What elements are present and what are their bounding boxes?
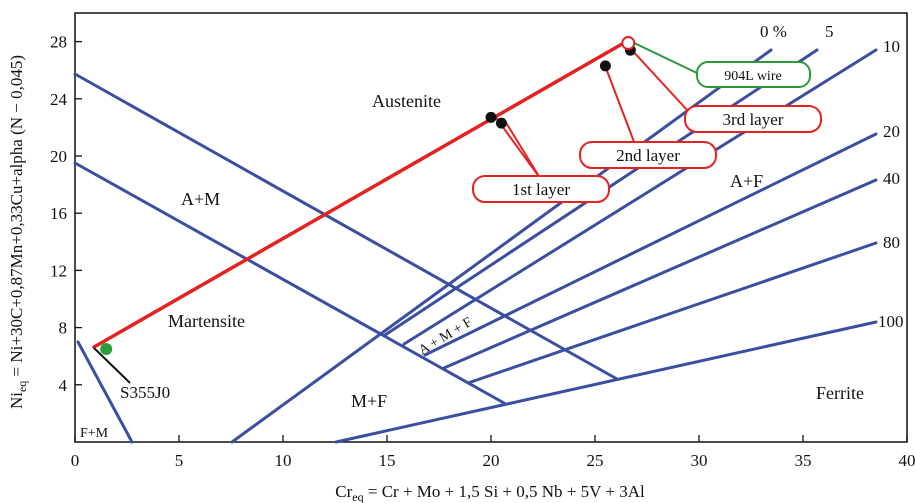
callout-layer1-box (472, 175, 610, 203)
x-tick-label: 40 (899, 451, 915, 470)
region-fm: F+M (80, 426, 109, 441)
callout-base-label: S355J0 (120, 383, 170, 402)
x-tick-label: 30 (691, 451, 708, 470)
ferrite-pct-20: 20 (883, 122, 900, 141)
region-amf: A + M + F (416, 315, 475, 359)
base-metal-point (100, 343, 113, 356)
line-am-lower (73, 161, 506, 405)
line-fm-left (76, 340, 134, 444)
y-axis-title-rest: = Ni+30C+0,87Mn+0,33Cu+alpha (N − 0,045) (7, 55, 26, 381)
y-tick-label: 12 (50, 261, 67, 280)
leader-wire (629, 40, 698, 74)
line-ferrite-20 (423, 132, 878, 357)
leader-layer1-b (504, 120, 541, 179)
callout-wire-label: 904L wire (724, 69, 781, 84)
y-tick-label: 24 (50, 90, 68, 109)
callout-layer1: 1st layer (472, 175, 610, 203)
callout-layer3: 3rd layer (684, 105, 822, 133)
ferrite-pct-100: 100 (878, 312, 904, 331)
region-ferrite: Ferrite (816, 383, 864, 403)
x-axis-title-sub: eq (352, 490, 363, 503)
ferrite-pct-40: 40 (883, 169, 900, 188)
y-axis-title-main: Ni (7, 392, 26, 409)
y-tick-label: 28 (50, 33, 67, 52)
y-tick-label: 4 (59, 376, 68, 395)
x-tick-label: 10 (275, 451, 292, 470)
ferrite-pct-0: 0 % (760, 22, 787, 41)
callout-layer3-label: 3rd layer (723, 110, 784, 129)
x-tick-label: 0 (71, 451, 80, 470)
x-tick-label: 35 (795, 451, 812, 470)
leader-base (93, 347, 131, 384)
x-axis-title-main: Cr (335, 482, 352, 501)
region-austenite: Austenite (372, 91, 441, 111)
y-axis-title: Nieq = Ni+30C+0,87Mn+0,33Cu+alpha (N − 0… (7, 55, 29, 409)
data-points (100, 36, 636, 356)
leader-layer3 (629, 47, 689, 112)
wire-point (621, 36, 636, 51)
y-axis-ticks: 4 8 12 16 20 24 28 (50, 33, 82, 395)
line-ferrite-0 (230, 48, 773, 444)
callout-layer1-label: 1st layer (512, 180, 570, 199)
x-tick-label: 5 (175, 451, 184, 470)
callout-layer2-label: 2nd layer (616, 146, 680, 165)
ferrite-pct-10: 10 (883, 37, 900, 56)
line-ferrite-80 (466, 241, 878, 385)
region-martensite: Martensite (168, 311, 245, 331)
x-tick-label: 25 (587, 451, 604, 470)
region-mf: M+F (351, 391, 387, 411)
x-axis-title: Creq = Cr + Mo + 1,5 Si + 0,5 Nb + 5V + … (335, 482, 645, 503)
region-am: A+M (181, 189, 220, 209)
leader-layer2 (603, 62, 637, 148)
x-tick-label: 20 (483, 451, 500, 470)
y-axis-title-sub: eq (15, 381, 29, 392)
ferrite-pct-80: 80 (883, 233, 900, 252)
layer-point (495, 117, 507, 129)
region-af: A+F (730, 171, 763, 191)
callout-layer3-box (684, 105, 822, 133)
ferrite-pct-5: 5 (825, 22, 834, 41)
x-tick-label: 15 (379, 451, 396, 470)
layer-point (485, 111, 497, 123)
x-axis-title-rest: = Cr + Mo + 1,5 Si + 0,5 Nb + 5V + 3Al (364, 482, 645, 501)
layer-point (599, 60, 611, 72)
y-tick-label: 20 (50, 147, 67, 166)
line-ferrite-10 (402, 48, 878, 346)
y-tick-label: 8 (59, 319, 68, 338)
y-tick-label: 16 (50, 204, 67, 223)
dilution-line (92, 38, 631, 349)
callout-leaders (93, 40, 698, 384)
x-axis-ticks: 0 5 10 15 20 25 30 35 40 (71, 435, 915, 470)
callout-wire: 904L wire (696, 61, 811, 88)
line-ferrite-40 (442, 178, 878, 370)
line-am-upper (73, 72, 619, 381)
callout-layer2-box (579, 141, 717, 169)
line-ferrite-100 (334, 320, 878, 444)
callout-wire-box (696, 61, 811, 88)
callout-layer2: 2nd layer (579, 141, 717, 169)
